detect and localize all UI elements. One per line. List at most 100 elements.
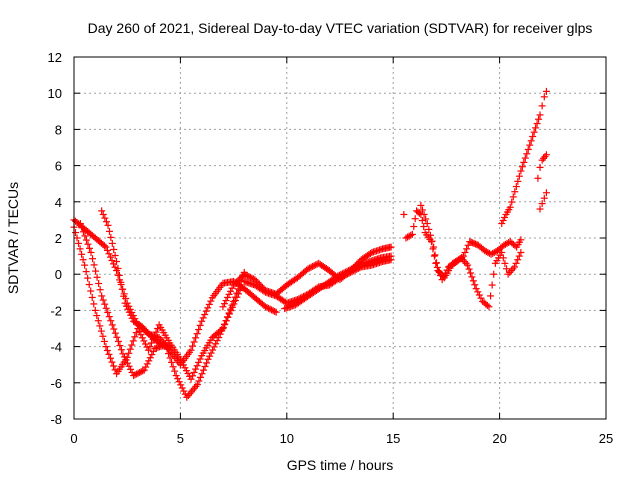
data-point (415, 209, 423, 217)
data-point (174, 375, 182, 383)
data-point (538, 102, 546, 110)
data-point (228, 303, 236, 311)
data-point (343, 267, 351, 275)
data-point (418, 206, 426, 214)
data-point (245, 273, 253, 281)
data-point (108, 239, 116, 247)
data-point (237, 273, 245, 281)
data-point (177, 381, 185, 389)
data-point (542, 87, 550, 95)
data-point (129, 337, 137, 345)
data-point (506, 268, 514, 276)
data-point (483, 301, 491, 309)
data-point (510, 263, 518, 271)
data-point (114, 264, 122, 272)
data-point (196, 355, 204, 363)
data-point (420, 223, 428, 231)
data-point (212, 340, 220, 348)
data-point (117, 346, 125, 354)
data-point (423, 220, 431, 228)
y-tick-label: 12 (48, 50, 62, 65)
data-point (499, 217, 507, 225)
data-point (243, 272, 251, 280)
data-point (515, 172, 523, 180)
data-point (503, 265, 511, 273)
data-point (542, 151, 550, 159)
data-point (193, 381, 201, 389)
data-point (72, 229, 80, 237)
data-point (90, 300, 98, 308)
data-point (351, 263, 359, 271)
data-point (420, 210, 428, 218)
data-point (93, 273, 101, 281)
data-point (206, 352, 214, 360)
data-point (526, 141, 534, 149)
data-point (511, 242, 519, 250)
data-point (468, 273, 476, 281)
data-point (105, 313, 113, 321)
data-point (213, 337, 221, 345)
data-point (465, 265, 473, 273)
data-point (98, 207, 106, 215)
data-point (532, 124, 540, 132)
data-point (485, 303, 493, 311)
data-point (488, 281, 496, 289)
data-point (100, 337, 108, 345)
data-point (432, 259, 440, 267)
data-point (96, 286, 104, 294)
data-point (426, 231, 434, 239)
data-point (79, 228, 87, 236)
data-point (154, 325, 162, 332)
data-point (124, 359, 132, 367)
data-point (108, 321, 116, 329)
x-tick-label: 10 (280, 431, 294, 446)
data-point (534, 174, 542, 182)
data-point (224, 293, 232, 301)
data-points (70, 87, 550, 401)
data-point (168, 358, 176, 366)
data-point (225, 290, 233, 298)
chart-title: Day 260 of 2021, Sidereal Day-to-day VTE… (88, 20, 593, 36)
data-point (504, 270, 512, 278)
data-point (131, 333, 139, 341)
data-point (111, 329, 119, 337)
data-point (387, 252, 395, 260)
data-point (219, 323, 227, 331)
data-point (219, 303, 227, 311)
data-point (216, 330, 224, 338)
data-point (192, 365, 200, 373)
data-point (262, 303, 270, 311)
data-point (260, 287, 268, 295)
data-point (407, 231, 415, 239)
data-point (306, 264, 314, 272)
data-point (125, 308, 133, 316)
data-point (205, 300, 213, 308)
data-point (113, 333, 121, 341)
data-point (542, 189, 550, 197)
data-point (227, 307, 235, 315)
data-point (111, 366, 119, 374)
data-point (93, 312, 101, 320)
data-point (524, 145, 532, 153)
x-tick-label: 5 (177, 431, 184, 446)
data-point (121, 299, 129, 307)
data-point (126, 345, 134, 353)
data-point (472, 285, 480, 293)
data-point (429, 245, 437, 253)
data-point (200, 366, 208, 374)
data-point (180, 387, 188, 395)
data-point (471, 281, 479, 289)
data-point (84, 240, 92, 248)
data-point (490, 270, 498, 278)
data-point (138, 334, 146, 342)
data-point (432, 259, 440, 267)
data-point (193, 362, 201, 370)
data-point (498, 248, 506, 256)
data-point (521, 154, 529, 162)
data-point (207, 297, 215, 305)
data-point (146, 354, 154, 362)
data-point (307, 263, 315, 271)
data-point (346, 266, 354, 274)
data-point (128, 314, 136, 322)
data-point (81, 261, 89, 269)
